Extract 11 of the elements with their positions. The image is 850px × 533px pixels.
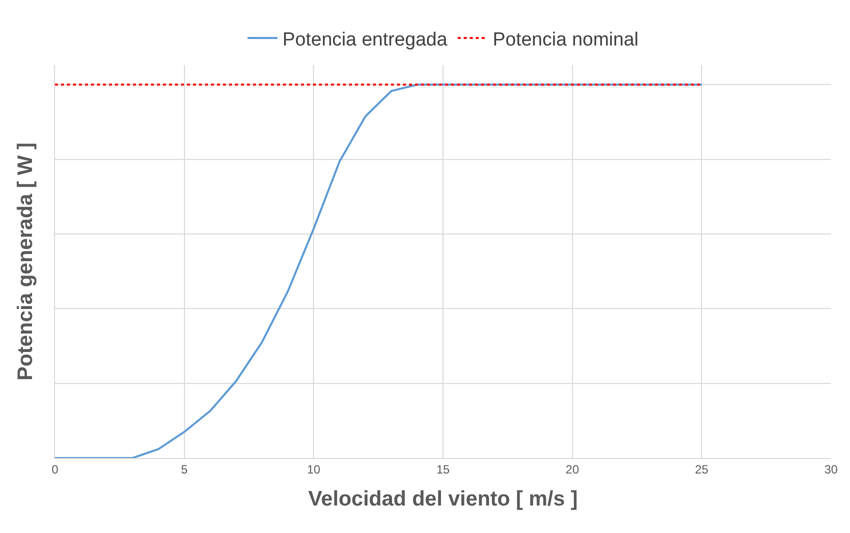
x-axis-title: Velocidad del viento [ m/s ] (308, 488, 578, 511)
x-tick-label: 20 (566, 462, 580, 476)
x-tick-label: 25 (694, 462, 709, 476)
x-tick-label: 10 (306, 462, 321, 476)
legend-label: Potencia entregada (282, 29, 448, 50)
x-tick-label: 15 (436, 462, 450, 476)
y-axis-title: Potencia generada [ W ] (14, 142, 38, 381)
x-tick-label: 5 (180, 462, 188, 476)
legend-label: Potencia nominal (492, 29, 638, 50)
x-tick-label: 30 (824, 462, 838, 476)
x-tick-label: 0 (52, 462, 59, 476)
